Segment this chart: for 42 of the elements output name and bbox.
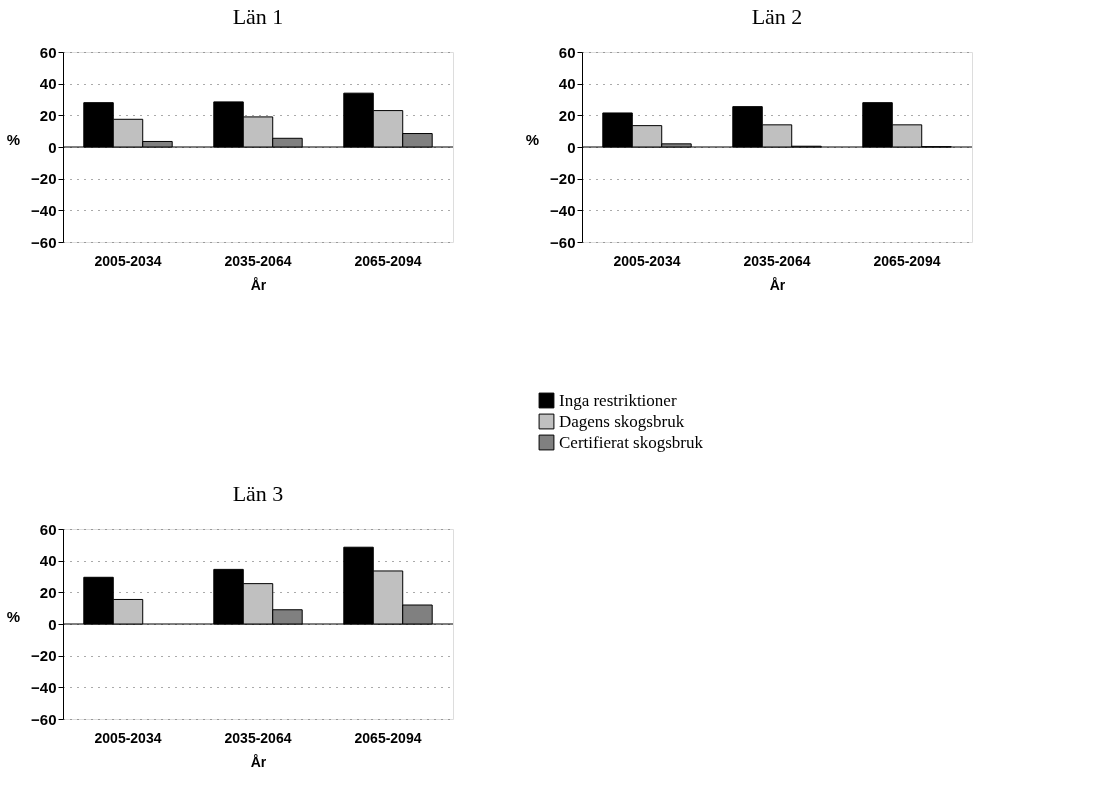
x-tick-label: 2065-2094	[873, 252, 941, 269]
y-tick-label: −20	[550, 170, 576, 188]
x-tick-label: 2005-2034	[94, 729, 162, 746]
y-axis-title: %	[525, 130, 540, 148]
y-tick-label: 60	[558, 43, 576, 61]
legend-label: Dagens skogsbruk	[559, 411, 685, 431]
x-axis-title: År	[250, 276, 267, 293]
y-tick-label: −40	[31, 678, 57, 696]
x-tick-label: 2065-2094	[354, 729, 422, 746]
x-tick-label: 2035-2064	[743, 252, 811, 269]
x-tick-label: 2035-2064	[224, 252, 292, 269]
y-tick-label: 40	[39, 75, 57, 93]
x-axis-title: År	[769, 276, 786, 293]
x-tick-label: 2035-2064	[224, 729, 292, 746]
chart-title: Län 1	[232, 4, 284, 29]
y-tick-label: 40	[39, 552, 57, 570]
y-tick-label: 20	[39, 583, 57, 601]
y-tick-label: −60	[31, 710, 57, 728]
y-tick-label: 0	[567, 138, 576, 156]
y-tick-label: −40	[550, 201, 576, 219]
y-axis-title: %	[6, 607, 21, 625]
y-tick-label: 0	[48, 615, 57, 633]
y-tick-label: −20	[31, 647, 57, 665]
x-tick-label: 2005-2034	[613, 252, 681, 269]
legend-label: Certifierat skogsbruk	[559, 432, 704, 452]
y-tick-label: 20	[558, 106, 576, 124]
x-tick-label: 2005-2034	[94, 252, 162, 269]
chart-title: Län 2	[751, 4, 803, 29]
y-tick-label: −60	[31, 233, 57, 251]
x-tick-label: 2065-2094	[354, 252, 422, 269]
y-tick-label: 20	[39, 106, 57, 124]
y-tick-label: 60	[39, 43, 57, 61]
y-tick-label: 60	[39, 520, 57, 538]
chart-title: Län 3	[232, 481, 284, 506]
y-tick-label: −20	[31, 170, 57, 188]
legend-label: Inga restriktioner	[559, 390, 677, 410]
y-tick-label: 40	[558, 75, 576, 93]
y-axis-title: %	[6, 130, 21, 148]
y-tick-label: −40	[31, 201, 57, 219]
x-axis-title: År	[250, 753, 267, 770]
y-tick-label: 0	[48, 138, 57, 156]
y-tick-label: −60	[550, 233, 576, 251]
